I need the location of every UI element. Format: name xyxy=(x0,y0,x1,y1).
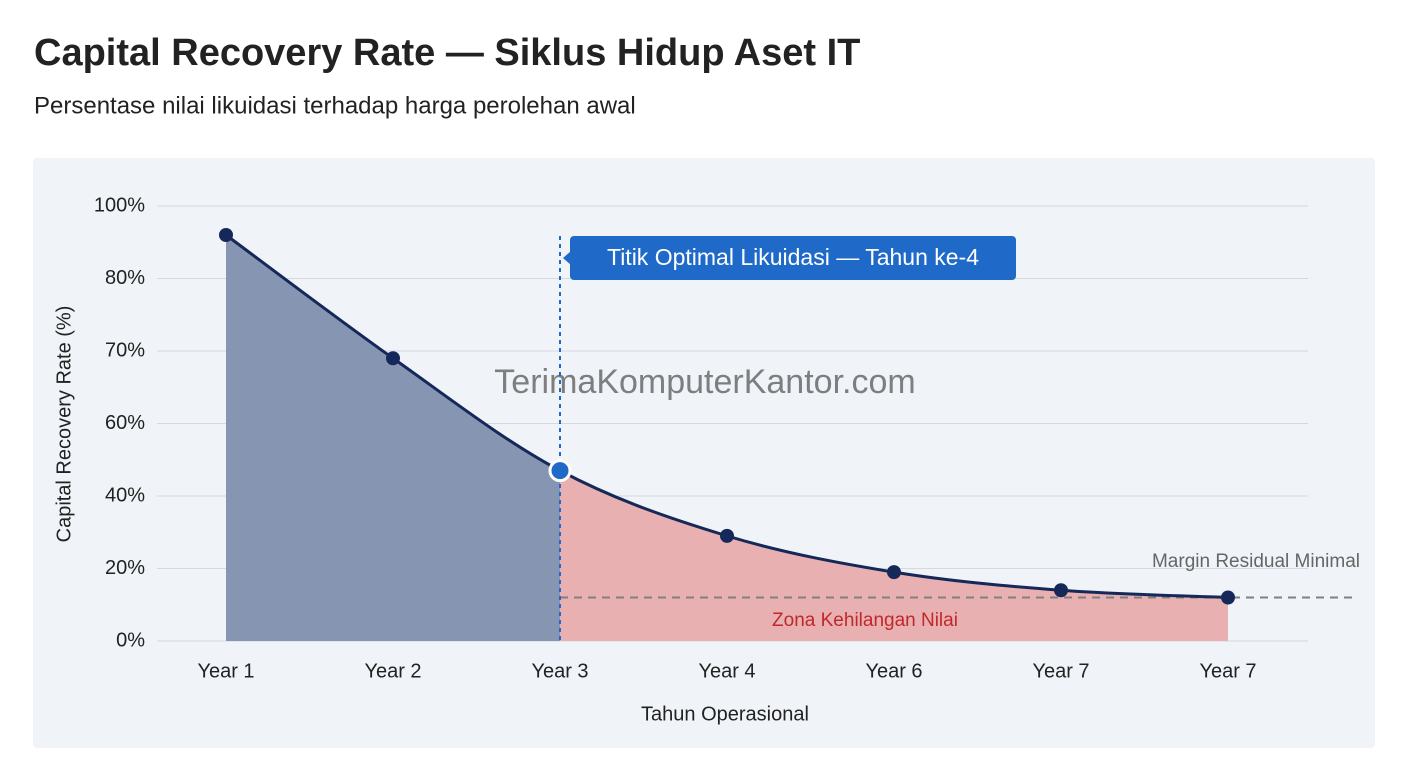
y-tick-label: 40% xyxy=(105,484,145,506)
point xyxy=(1054,583,1068,598)
x-tick-label: Year 4 xyxy=(698,660,755,682)
x-tick-label: Year 7 xyxy=(1199,660,1256,682)
y-tick-label: 60% xyxy=(105,412,145,434)
optimal-point xyxy=(548,459,572,483)
point xyxy=(386,351,400,366)
point xyxy=(1221,590,1235,605)
callout-pointer xyxy=(563,251,571,265)
x-axis-title: Tahun Operasional xyxy=(641,703,809,725)
x-tick-label: Year 7 xyxy=(1032,660,1089,682)
watermark: TerimaKomputerKantor.com xyxy=(494,363,915,401)
callout-box xyxy=(570,236,1016,280)
point xyxy=(887,565,901,580)
y-tick-label: 80% xyxy=(105,267,145,289)
x-tick-label: Year 2 xyxy=(364,660,421,682)
chart-title: Capital Recovery Rate — Siklus Hidup Ase… xyxy=(34,32,860,74)
reference-label: Margin Residual Minimal xyxy=(1152,551,1360,572)
y-tick-label: 0% xyxy=(116,629,145,651)
callout-label: Titik Optimal Likuidasi — Tahun ke-4 xyxy=(607,244,979,270)
x-tick-label: Year 3 xyxy=(531,660,588,682)
chart-subtitle: Persentase nilai likuidasi terhadap harg… xyxy=(34,92,636,119)
y-tick-label: 100% xyxy=(94,194,145,216)
y-tick-label: 20% xyxy=(105,557,145,579)
point xyxy=(720,528,734,543)
y-axis-title: Capital Recovery Rate (%) xyxy=(53,306,75,543)
area-before xyxy=(226,235,560,641)
y-tick-label: 70% xyxy=(105,339,145,361)
x-tick-label: Year 1 xyxy=(197,660,254,682)
area-after xyxy=(560,470,1228,641)
zone-label: Zona Kehilangan Nilai xyxy=(772,610,958,631)
x-tick-label: Year 6 xyxy=(865,660,922,682)
point xyxy=(219,228,233,242)
